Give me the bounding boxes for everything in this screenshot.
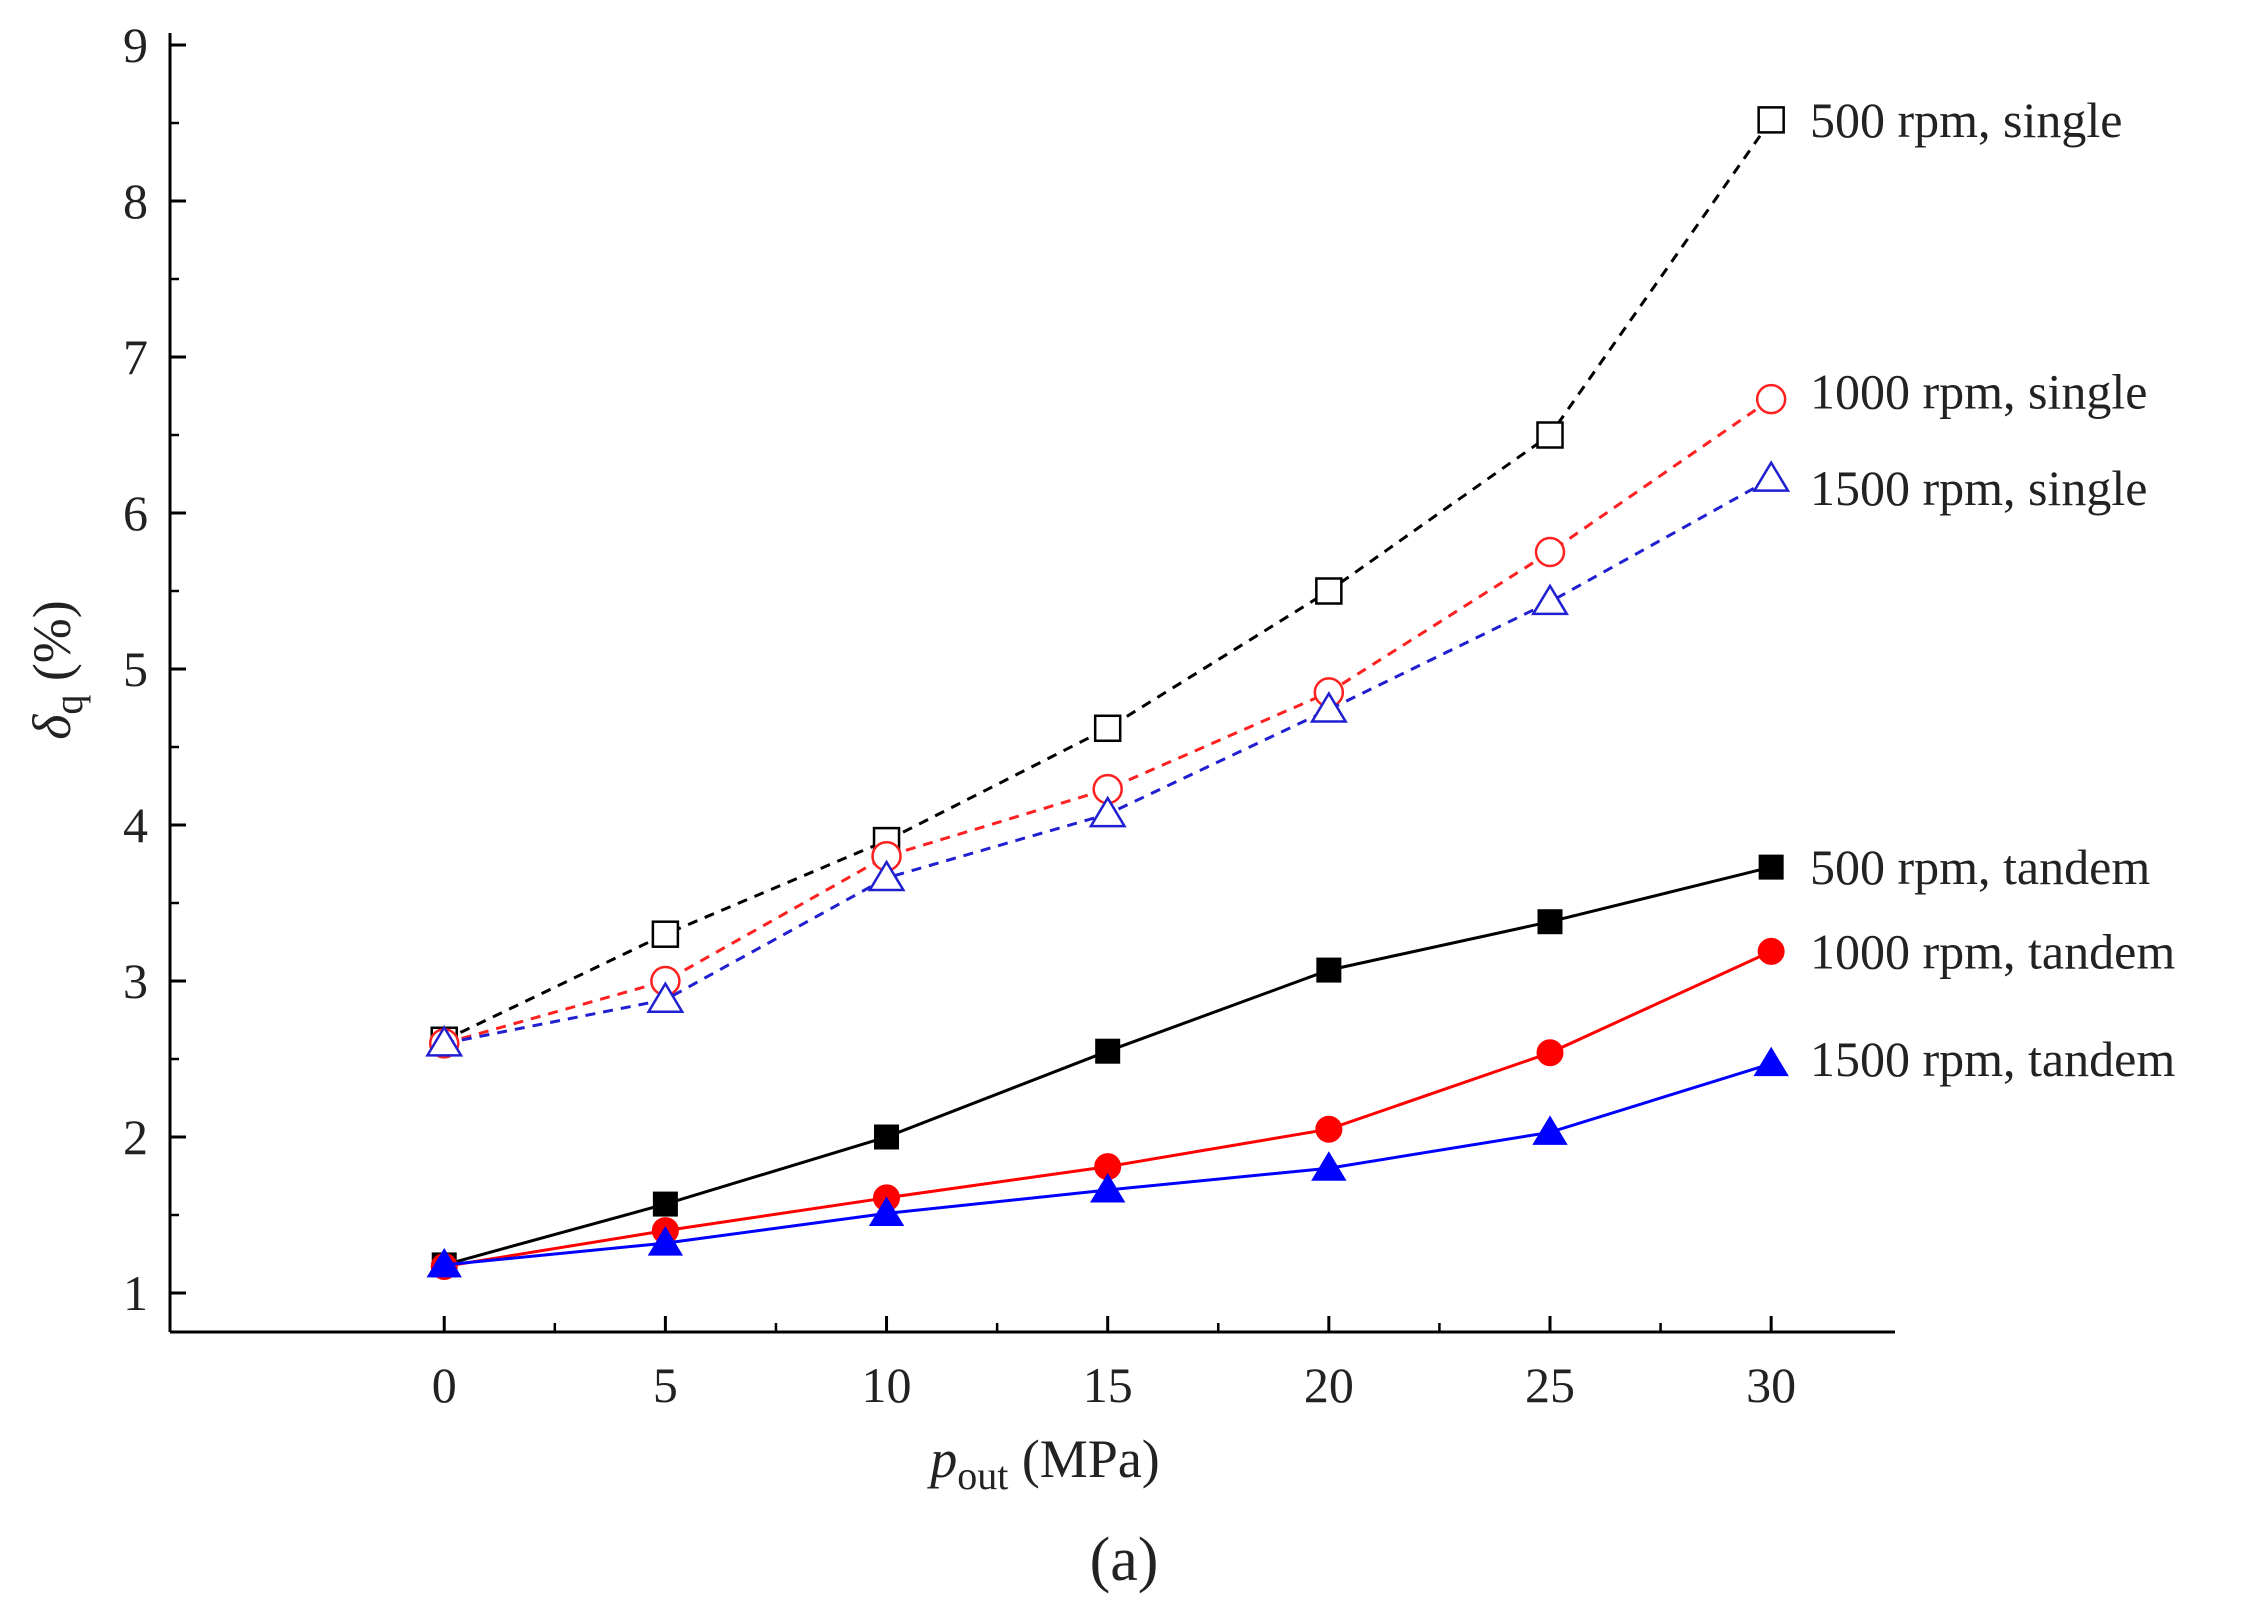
x-tick-label: 25 [1525, 1357, 1575, 1413]
series-labels: 500 rpm, single 1000 rpm, single 1500 rpm,… [1810, 92, 2175, 1087]
x-tick-label: 5 [653, 1357, 678, 1413]
data-point [1534, 536, 1566, 568]
data-point [1536, 421, 1564, 449]
x-tick-label: 30 [1746, 1357, 1796, 1413]
data-point [1093, 714, 1122, 743]
series-line [443, 477, 1772, 1045]
data-point [1755, 383, 1787, 415]
series-layer [425, 106, 1791, 1280]
data-point [1309, 691, 1348, 723]
y-tick-label: 6 [123, 485, 148, 541]
data-point [651, 920, 680, 948]
data-point [1537, 909, 1563, 935]
series-label: 500 rpm, single [1810, 92, 2122, 148]
x-tick-label: 20 [1304, 1357, 1354, 1413]
y-tick-label: 2 [123, 1109, 148, 1165]
y-tick-label: 1 [123, 1265, 148, 1321]
series-label: 1500 rpm, tandem [1810, 1031, 2175, 1087]
data-point [1757, 106, 1785, 134]
series-label: 1500 rpm, single [1810, 460, 2147, 516]
data-point [426, 1247, 462, 1278]
data-point [1530, 583, 1570, 616]
series-line [443, 865, 1772, 1267]
y-axis-ticks: 1 2 3 4 5 6 7 8 9 [123, 17, 186, 1321]
x-tick-label: 0 [432, 1357, 457, 1413]
y-tick-label: 5 [123, 641, 148, 697]
data-point [1753, 1046, 1789, 1077]
data-point [1095, 1038, 1121, 1064]
axes [168, 33, 1895, 1334]
data-point [1758, 854, 1784, 880]
x-tick-label: 15 [1083, 1357, 1133, 1413]
data-point [1315, 1115, 1343, 1143]
data-point [1536, 1039, 1564, 1067]
data-point [868, 1196, 905, 1226]
data-point [867, 859, 906, 892]
data-point [1752, 460, 1791, 492]
data-point [647, 1226, 684, 1256]
y-tick-label: 4 [123, 797, 148, 853]
data-point [1757, 937, 1785, 965]
series-line [443, 119, 1773, 1042]
y-tick-label: 9 [123, 17, 148, 73]
data-point [1090, 1173, 1126, 1203]
y-tick-label: 8 [123, 173, 148, 229]
data-point [874, 1124, 900, 1150]
data-point [1311, 1151, 1347, 1181]
series-label: 1000 rpm, tandem [1810, 923, 2175, 979]
y-tick-label: 3 [123, 953, 148, 1009]
data-point [1088, 795, 1127, 828]
x-axis-label: pout (MPa) [926, 1429, 1160, 1498]
x-tick-label: 10 [862, 1357, 912, 1413]
y-axis-label: δq (%) [22, 600, 91, 740]
figure-caption: (a) [1090, 1526, 1159, 1594]
data-point [1315, 577, 1343, 605]
data-point [652, 1191, 678, 1217]
data-point [1532, 1115, 1568, 1145]
series-line [443, 950, 1772, 1268]
y-tick-label: 7 [123, 329, 148, 385]
series-label: 1000 rpm, single [1810, 363, 2147, 419]
data-point [646, 981, 685, 1013]
data-point [1316, 957, 1342, 983]
series-label: 500 rpm, tandem [1810, 839, 2150, 895]
x-axis-ticks: 0 5 10 15 20 25 30 [432, 1316, 1796, 1413]
data-point [425, 1024, 464, 1057]
